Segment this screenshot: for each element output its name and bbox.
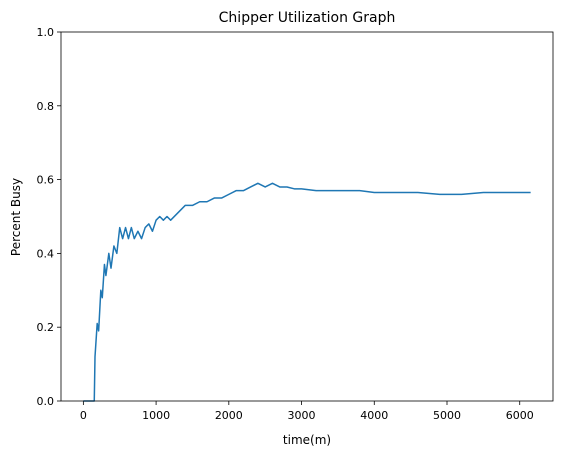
x-tick-label: 1000: [142, 409, 170, 422]
x-tick-label: 4000: [360, 409, 388, 422]
x-tick-label: 3000: [288, 409, 316, 422]
x-axis-label: time(m): [283, 433, 331, 447]
chart-title: Chipper Utilization Graph: [219, 10, 396, 26]
y-tick-label: 0.4: [37, 247, 55, 260]
y-tick-label: 0.0: [37, 395, 55, 408]
x-tick-label: 2000: [215, 409, 243, 422]
axes-frame: [60, 31, 554, 402]
y-axis-label: Percent Busy: [9, 178, 23, 256]
y-tick-label: 0.2: [37, 321, 55, 334]
y-tick-label: 0.8: [37, 100, 55, 113]
data-line: [83, 182, 531, 402]
x-tick-label: 0: [80, 409, 87, 422]
x-tick-label: 5000: [433, 409, 461, 422]
y-tick-label: 0.6: [37, 174, 55, 187]
y-tick-label: 1.0: [37, 26, 55, 39]
x-tick-label: 6000: [506, 409, 534, 422]
